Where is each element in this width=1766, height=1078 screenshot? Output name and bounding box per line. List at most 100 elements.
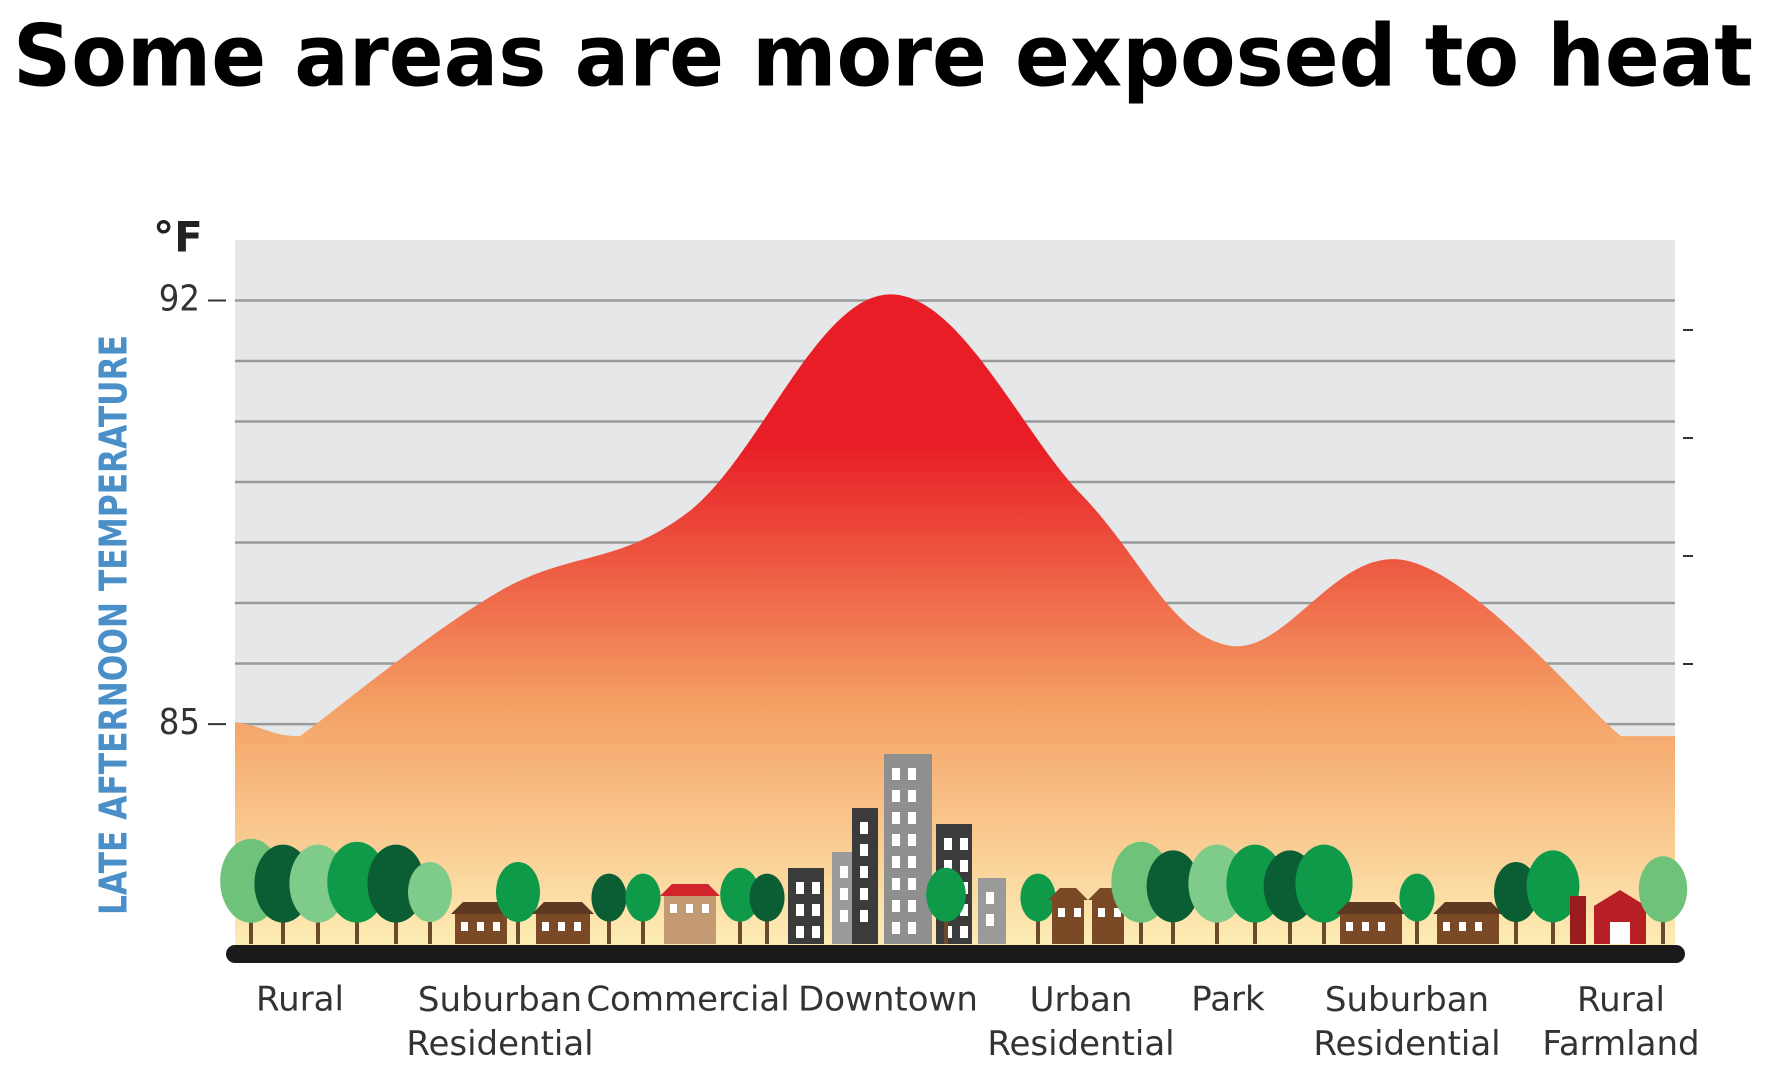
x-tick-label: Rural	[256, 980, 344, 1020]
roof	[1048, 888, 1088, 900]
tree-trunk	[516, 910, 520, 944]
tree-trunk	[355, 910, 359, 944]
y-tick-label: 92	[159, 279, 200, 320]
window	[892, 834, 900, 846]
window	[1378, 922, 1385, 931]
tree	[1638, 856, 1688, 923]
tree-trunk	[1171, 910, 1175, 944]
tree-trunk	[641, 910, 645, 944]
window	[574, 922, 581, 931]
house	[1052, 900, 1084, 944]
window	[908, 856, 916, 868]
window	[860, 822, 868, 834]
tree-trunk	[428, 910, 432, 944]
tree	[1399, 873, 1435, 922]
window	[908, 878, 916, 890]
tree	[1295, 844, 1353, 923]
tree-trunk	[1139, 910, 1143, 944]
window	[1475, 922, 1482, 931]
window	[892, 768, 900, 780]
window	[860, 910, 868, 922]
window	[796, 926, 804, 938]
tree	[1020, 873, 1056, 922]
window	[1443, 922, 1450, 931]
tree	[591, 873, 627, 922]
tree-trunk	[281, 910, 285, 944]
roof	[1433, 902, 1503, 914]
roof	[451, 902, 511, 914]
window	[892, 922, 900, 934]
window	[686, 904, 693, 913]
window	[908, 790, 916, 802]
y-tick-label: 85	[159, 702, 200, 743]
chart-title: Some areas are more exposed to heat	[13, 6, 1753, 106]
window	[1459, 922, 1466, 931]
window	[1098, 908, 1105, 917]
window	[493, 922, 500, 931]
window	[908, 768, 916, 780]
window	[892, 812, 900, 824]
window	[670, 904, 677, 913]
tree-trunk	[607, 910, 611, 944]
window	[1346, 922, 1353, 931]
window	[892, 900, 900, 912]
window	[812, 882, 820, 894]
tree	[496, 862, 540, 922]
window	[944, 860, 952, 872]
tree	[1146, 850, 1200, 923]
y-axis-label: LATE AFTERNOON TEMPERATURE	[92, 335, 136, 915]
tree-trunk	[1415, 910, 1419, 944]
tree-trunk	[944, 910, 948, 944]
area	[300, 294, 1621, 954]
tree-trunk	[1036, 910, 1040, 944]
window	[812, 904, 820, 916]
tree-trunk	[1288, 910, 1292, 944]
window	[908, 812, 916, 824]
x-tick-label: Urban Residential	[987, 980, 1174, 1064]
tree-trunk	[316, 910, 320, 944]
tree-trunk	[738, 910, 742, 944]
tree	[625, 873, 661, 922]
tree-trunk	[1661, 910, 1665, 944]
window	[840, 888, 848, 900]
window	[477, 922, 484, 931]
x-tick-label: Rural Farmland	[1542, 980, 1699, 1064]
tree-trunk	[249, 910, 253, 944]
roof	[1336, 902, 1406, 914]
window	[840, 910, 848, 922]
window	[558, 922, 565, 931]
window	[860, 888, 868, 900]
tree-trunk	[1514, 910, 1518, 944]
tree	[926, 867, 966, 922]
window	[908, 900, 916, 912]
window	[1074, 908, 1081, 917]
x-tick-label: Park	[1191, 980, 1265, 1020]
window	[796, 904, 804, 916]
window	[960, 904, 968, 916]
window	[812, 926, 820, 938]
window	[1058, 908, 1065, 917]
y-unit: °F	[153, 213, 203, 262]
tree	[749, 873, 785, 922]
roof	[532, 902, 594, 914]
window	[908, 834, 916, 846]
window	[1362, 922, 1369, 931]
x-tick-label: Suburban Residential	[1313, 980, 1500, 1064]
window	[892, 790, 900, 802]
tree-trunk	[394, 910, 398, 944]
window	[796, 882, 804, 894]
window	[986, 892, 994, 904]
window	[986, 914, 994, 926]
window	[960, 838, 968, 850]
building	[884, 754, 932, 944]
roof	[660, 884, 720, 896]
barn	[1594, 890, 1646, 944]
silo	[1570, 896, 1586, 944]
scenery	[220, 754, 1688, 944]
x-tick-label: Suburban Residential	[406, 980, 593, 1064]
window	[461, 922, 468, 931]
house	[664, 896, 716, 944]
tree-trunk	[1215, 910, 1219, 944]
window	[960, 860, 968, 872]
